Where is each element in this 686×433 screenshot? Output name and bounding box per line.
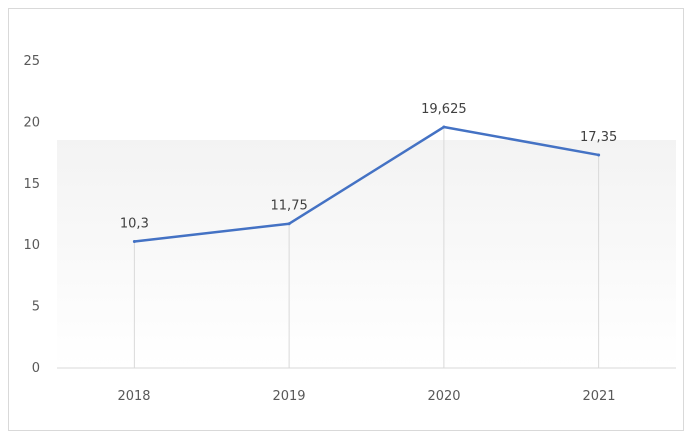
data-label: 17,35: [580, 130, 617, 145]
series-line: [133, 125, 600, 243]
y-tick-label: 10: [23, 238, 40, 253]
y-tick-label: 0: [32, 361, 40, 376]
y-tick-label: 15: [23, 177, 40, 192]
x-tick-label: 2019: [272, 389, 305, 404]
data-point: [287, 222, 291, 226]
y-axis-tick-labels: 0 5 10 15 20 25: [23, 54, 40, 376]
x-axis-tick-labels: 2018 2019 2020 2021: [117, 389, 615, 404]
plot-area-background: [57, 140, 676, 368]
data-point: [132, 240, 136, 244]
data-point: [597, 153, 601, 157]
data-point: [442, 125, 446, 129]
series-group: [132, 125, 601, 244]
x-tick-label: 2020: [427, 389, 460, 404]
y-tick-label: 25: [23, 54, 40, 69]
data-labels: 10,3 11,75 19,625 17,35: [120, 102, 617, 232]
y-tick-label: 20: [23, 115, 40, 130]
data-label: 19,625: [421, 102, 467, 117]
x-tick-label: 2021: [582, 389, 615, 404]
y-tick-label: 5: [32, 300, 40, 315]
data-label: 10,3: [120, 217, 149, 232]
x-tick-label: 2018: [117, 389, 150, 404]
drop-lines: [133, 127, 600, 368]
data-label: 11,75: [271, 199, 308, 214]
